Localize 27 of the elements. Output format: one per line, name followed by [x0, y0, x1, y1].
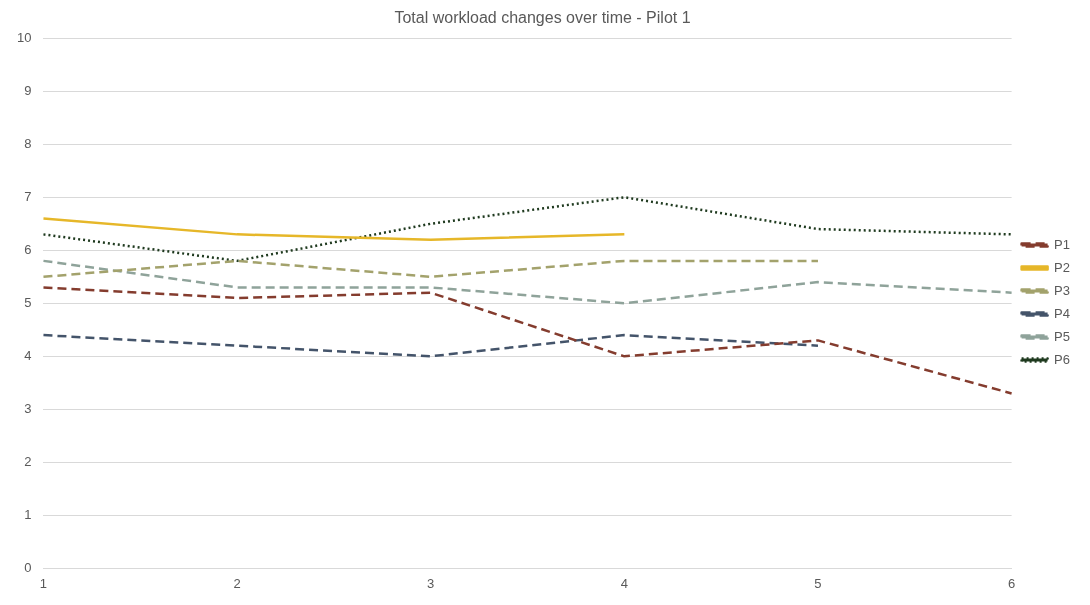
y-tick-label: 3	[24, 400, 32, 416]
legend-label: P5	[1054, 328, 1071, 344]
legend-label: P2	[1054, 259, 1071, 275]
x-tick-label: 1	[39, 575, 48, 591]
chart-title: Total workload changes over time - Pilot 1	[394, 9, 691, 27]
y-tick-label: 6	[24, 241, 32, 257]
y-tick-label: 2	[24, 453, 32, 469]
line-series	[42, 259, 1013, 305]
y-tick-label: 4	[24, 347, 32, 363]
x-tick-label: 3	[427, 575, 435, 591]
legend-label: P3	[1054, 282, 1071, 298]
y-tick-label: 0	[24, 559, 32, 575]
legend-label: P6	[1054, 351, 1071, 367]
y-tick-label: 5	[24, 294, 32, 310]
legend-label: P1	[1054, 236, 1071, 252]
legend-label: P4	[1054, 305, 1071, 321]
y-tick-label: 7	[24, 188, 32, 204]
x-tick-label: 5	[814, 575, 822, 591]
line-series	[42, 196, 1013, 263]
y-tick-label: 9	[24, 82, 32, 98]
x-tick-label: 2	[233, 575, 241, 591]
y-tick-label: 1	[24, 506, 32, 522]
line-series	[42, 286, 1013, 395]
y-tick-label: 8	[24, 135, 32, 151]
y-tick-label: 10	[16, 29, 32, 45]
x-tick-label: 6	[1007, 575, 1016, 591]
x-tick-label: 4	[620, 575, 628, 591]
